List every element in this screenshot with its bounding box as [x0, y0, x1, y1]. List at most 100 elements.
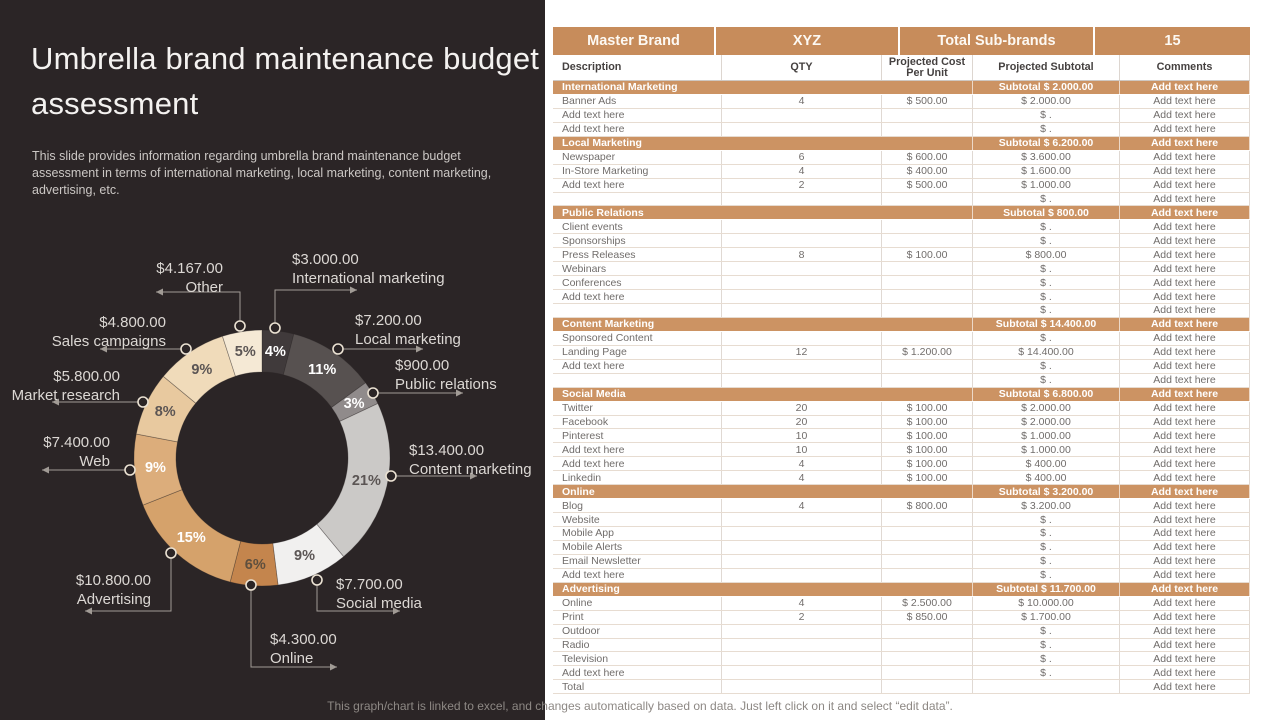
section-comment-cell[interactable]: Add text here — [1120, 206, 1250, 220]
cell-comments[interactable]: Add text here — [1120, 192, 1250, 206]
donut-slice-market-research[interactable] — [135, 375, 197, 443]
cell-description: Pinterest — [553, 429, 722, 443]
cell-subtotal: $ 1.600.00 — [973, 164, 1120, 178]
callout-category: Sales campaigns — [51, 333, 166, 350]
cell-comments[interactable]: Add text here — [1120, 596, 1250, 610]
cell-comments[interactable]: Add text here — [1120, 638, 1250, 652]
cell-comments[interactable]: Add text here — [1120, 178, 1250, 192]
callout-connector-other — [156, 291, 241, 326]
donut-slice-online[interactable] — [229, 540, 279, 587]
cell-comments[interactable]: Add text here — [1120, 331, 1250, 345]
section-comment-cell[interactable]: Add text here — [1120, 387, 1250, 401]
donut-budget-chart[interactable]: 4% 11% 3% 21% 9% 6% 15% 9% 8% 9% 5% $3.000.00 Intern… — [0, 235, 545, 705]
cell-comments[interactable]: Add text here — [1120, 234, 1250, 248]
chart-callout-online: $4.300.00 Online — [270, 630, 337, 668]
cell-cost-per-unit — [882, 680, 973, 694]
cell-comments[interactable]: Add text here — [1120, 373, 1250, 387]
cell-comments[interactable]: Add text here — [1120, 108, 1250, 122]
cell-description[interactable]: Add text here — [553, 359, 722, 373]
cell-comments[interactable]: Add text here — [1120, 304, 1250, 317]
table-row: Email Newsletter $ . Add text here — [553, 554, 1250, 569]
cell-comments[interactable]: Add text here — [1120, 680, 1250, 694]
sub-brand-count-cell[interactable]: 15 — [1095, 27, 1250, 55]
cell-subtotal: $ . — [973, 652, 1120, 666]
cell-comments[interactable]: Add text here — [1120, 666, 1250, 680]
cell-cost-per-unit — [882, 234, 973, 248]
callout-value: $5.800.00 — [53, 368, 120, 385]
cell-description[interactable]: Add text here — [553, 443, 722, 457]
cell-comments[interactable]: Add text here — [1120, 568, 1250, 582]
callout-connector-social-media — [316, 580, 400, 612]
column-header-projected-subtotal: Projected Subtotal — [973, 55, 1120, 80]
cell-cost-per-unit: $ 400.00 — [882, 164, 973, 178]
cell-description[interactable]: Add text here — [553, 666, 722, 680]
slice-percent-label-market-research: 8% — [154, 404, 176, 421]
cell-comments[interactable]: Add text here — [1120, 290, 1250, 303]
cell-comments[interactable]: Add text here — [1120, 554, 1250, 568]
table-row: Sponsored Content $ . Add text here — [553, 331, 1250, 346]
cell-comments[interactable]: Add text here — [1120, 429, 1250, 443]
cell-description: Banner Ads — [553, 94, 722, 108]
cell-comments[interactable]: Add text here — [1120, 94, 1250, 108]
cell-description[interactable]: Add text here — [553, 568, 722, 582]
cell-qty — [722, 680, 882, 694]
section-comment-cell[interactable]: Add text here — [1120, 485, 1250, 499]
cell-comments[interactable]: Add text here — [1120, 652, 1250, 666]
cell-qty: 20 — [722, 401, 882, 415]
table-row: Online 4 $ 2.500.00 $ 10.000.00 Add text her… — [553, 596, 1250, 611]
cell-qty: 8 — [722, 248, 882, 262]
cell-comments[interactable]: Add text here — [1120, 248, 1250, 262]
cell-description: Press Releases — [553, 248, 722, 262]
callout-arrow-icon — [85, 607, 92, 615]
cell-cost-per-unit — [882, 290, 973, 303]
cell-description: Radio — [553, 638, 722, 652]
cell-subtotal: $ . — [973, 122, 1120, 136]
cell-comments[interactable]: Add text here — [1120, 164, 1250, 178]
master-brand-cell[interactable]: Master Brand — [553, 27, 716, 55]
cell-comments[interactable]: Add text here — [1120, 276, 1250, 290]
cell-comments[interactable]: Add text here — [1120, 345, 1250, 359]
cell-comments[interactable]: Add text here — [1120, 471, 1250, 485]
cell-comments[interactable]: Add text here — [1120, 624, 1250, 638]
callout-value: $900.00 — [395, 357, 450, 374]
cell-comments[interactable]: Add text here — [1120, 415, 1250, 429]
table-row: Add text here 10 $ 100.00 $ 1.000.00 Add tex… — [553, 443, 1250, 458]
total-sub-brands-cell[interactable]: Total Sub-brands — [900, 27, 1095, 55]
callout-category: International marketing — [292, 270, 445, 287]
cell-comments[interactable]: Add text here — [1120, 527, 1250, 540]
cell-qty — [722, 220, 882, 234]
cell-description: Email Newsletter — [553, 554, 722, 568]
cell-comments[interactable]: Add text here — [1120, 122, 1250, 136]
cell-comments[interactable]: Add text here — [1120, 220, 1250, 234]
cell-description[interactable]: Add text here — [553, 108, 722, 122]
cell-description[interactable]: Add text here — [553, 178, 722, 192]
cell-comments[interactable]: Add text here — [1120, 150, 1250, 164]
section-comment-cell[interactable]: Add text here — [1120, 317, 1250, 331]
callout-marker-international-marketing — [269, 322, 281, 334]
donut-slice-advertising[interactable] — [142, 489, 242, 583]
column-header-description: Description — [553, 55, 722, 80]
donut-slice-local-marketing[interactable] — [282, 333, 367, 408]
cell-description[interactable]: Add text here — [553, 122, 722, 136]
xyz-cell[interactable]: XYZ — [716, 27, 900, 55]
section-comment-cell[interactable]: Add text here — [1120, 582, 1250, 596]
cell-description[interactable]: Add text here — [553, 290, 722, 303]
donut-slice-social-media[interactable] — [272, 523, 345, 586]
section-comment-cell[interactable]: Add text here — [1120, 81, 1250, 94]
donut-slice-other[interactable] — [221, 329, 263, 377]
chart-callout-web: $7.400.00 Web — [43, 433, 110, 471]
cell-comments[interactable]: Add text here — [1120, 443, 1250, 457]
cell-comments[interactable]: Add text here — [1120, 401, 1250, 415]
cell-description[interactable]: Add text here — [553, 457, 722, 471]
cell-comments[interactable]: Add text here — [1120, 499, 1250, 513]
cell-comments[interactable]: Add text here — [1120, 457, 1250, 471]
donut-slice-content-marketing[interactable] — [316, 403, 391, 558]
cell-qty: 4 — [722, 471, 882, 485]
cell-comments[interactable]: Add text here — [1120, 513, 1250, 526]
cell-comments[interactable]: Add text here — [1120, 262, 1250, 276]
cell-comments[interactable]: Add text here — [1120, 540, 1250, 554]
cell-comments[interactable]: Add text here — [1120, 610, 1250, 624]
section-comment-cell[interactable]: Add text here — [1120, 136, 1250, 150]
cell-comments[interactable]: Add text here — [1120, 359, 1250, 373]
